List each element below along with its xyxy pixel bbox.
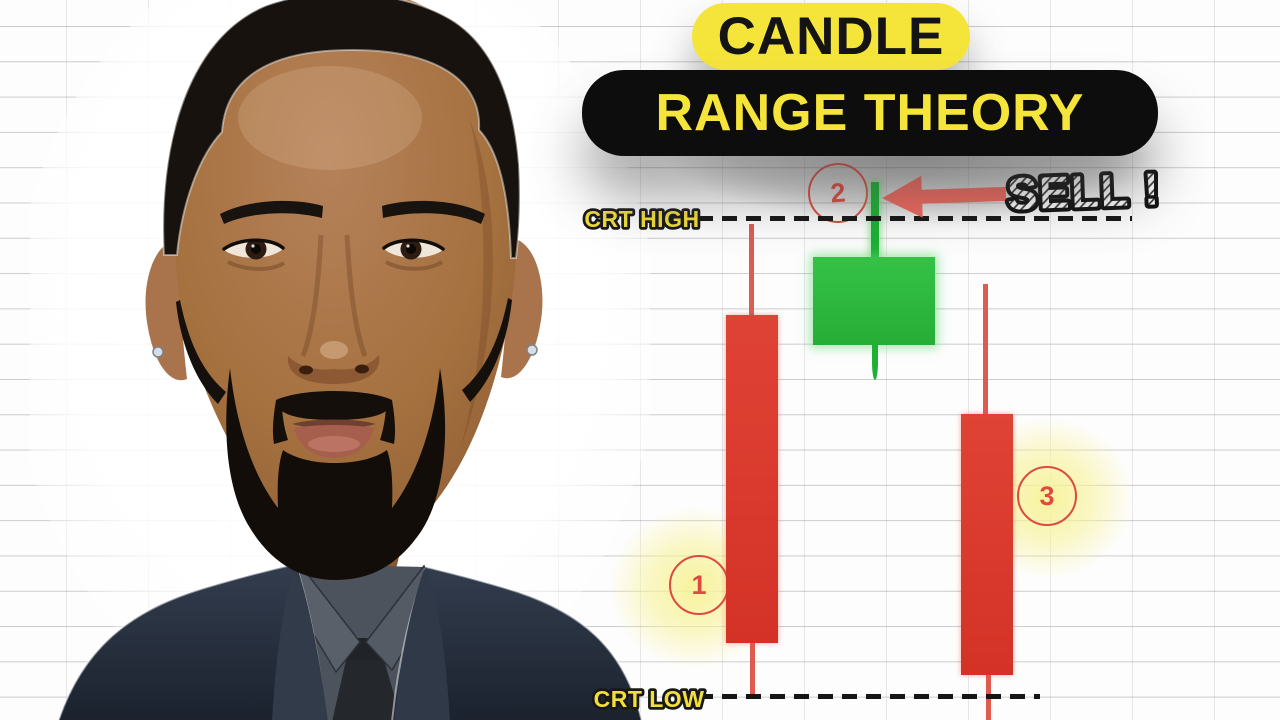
step-marker-1: 1 [669,555,729,615]
sell-arrow-icon [882,175,1007,218]
svg-text:SELL !: SELL ! [1006,163,1161,219]
candle2-lower-wick [872,344,878,380]
candle2-body-bullish [813,257,935,345]
title-badge-top: CANDLE [692,3,970,70]
crt-low-dashed-line [698,694,1040,699]
svg-text:CRT HIGH: CRT HIGH [584,206,699,232]
candle1-body-bearish [726,315,778,643]
portrait-figure [57,0,643,720]
candle1-lower-wick [750,643,755,699]
candle3-upper-wick [983,284,988,415]
crt-low-label: CRT LOW [591,683,707,715]
presenter-portrait [30,0,650,720]
sell-label: SELL ! [1002,159,1165,223]
title-line2: RANGE THEORY [655,84,1085,142]
step-marker-3: 3 [1017,466,1077,526]
candle3-body-bearish [961,414,1013,675]
title-badge-bottom: RANGE THEORY [582,70,1158,156]
title-line1: CANDLE [717,7,945,66]
candle1-upper-wick [749,224,754,316]
svg-text:CRT LOW: CRT LOW [594,686,705,712]
crt-high-dashed-line [698,216,1132,221]
crt-high-label: CRT HIGH [582,203,702,235]
